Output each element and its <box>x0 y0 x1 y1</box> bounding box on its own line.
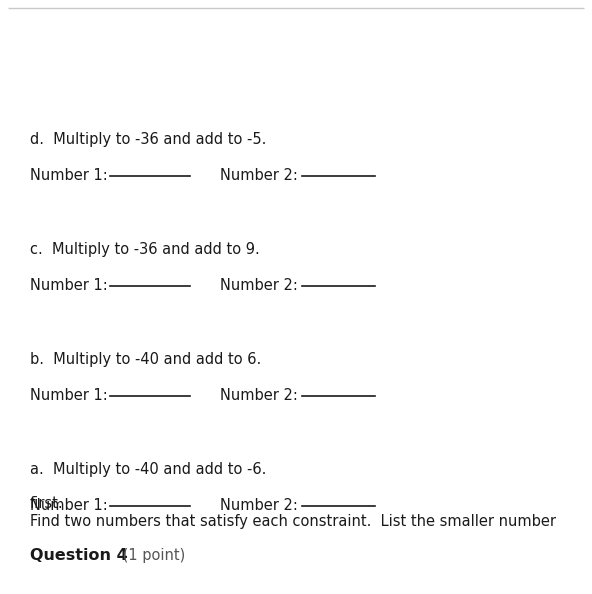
Text: first.: first. <box>30 496 63 511</box>
Text: Number 1:: Number 1: <box>30 498 112 513</box>
Text: (1 point): (1 point) <box>118 548 185 563</box>
Text: Find two numbers that satisfy each constraint.  List the smaller number: Find two numbers that satisfy each const… <box>30 514 556 529</box>
Text: Question 4: Question 4 <box>30 548 128 563</box>
Text: d.  Multiply to -36 and add to -5.: d. Multiply to -36 and add to -5. <box>30 132 266 147</box>
Text: Number 2:: Number 2: <box>220 168 303 183</box>
Text: Number 1:: Number 1: <box>30 278 112 293</box>
Text: Number 2:: Number 2: <box>220 388 303 403</box>
Text: Number 1:: Number 1: <box>30 168 112 183</box>
Text: a.  Multiply to -40 and add to -6.: a. Multiply to -40 and add to -6. <box>30 462 266 477</box>
Text: c.  Multiply to -36 and add to 9.: c. Multiply to -36 and add to 9. <box>30 242 260 257</box>
Text: Number 1:: Number 1: <box>30 388 112 403</box>
Text: Number 2:: Number 2: <box>220 498 303 513</box>
Text: Number 2:: Number 2: <box>220 278 303 293</box>
Text: b.  Multiply to -40 and add to 6.: b. Multiply to -40 and add to 6. <box>30 352 261 367</box>
